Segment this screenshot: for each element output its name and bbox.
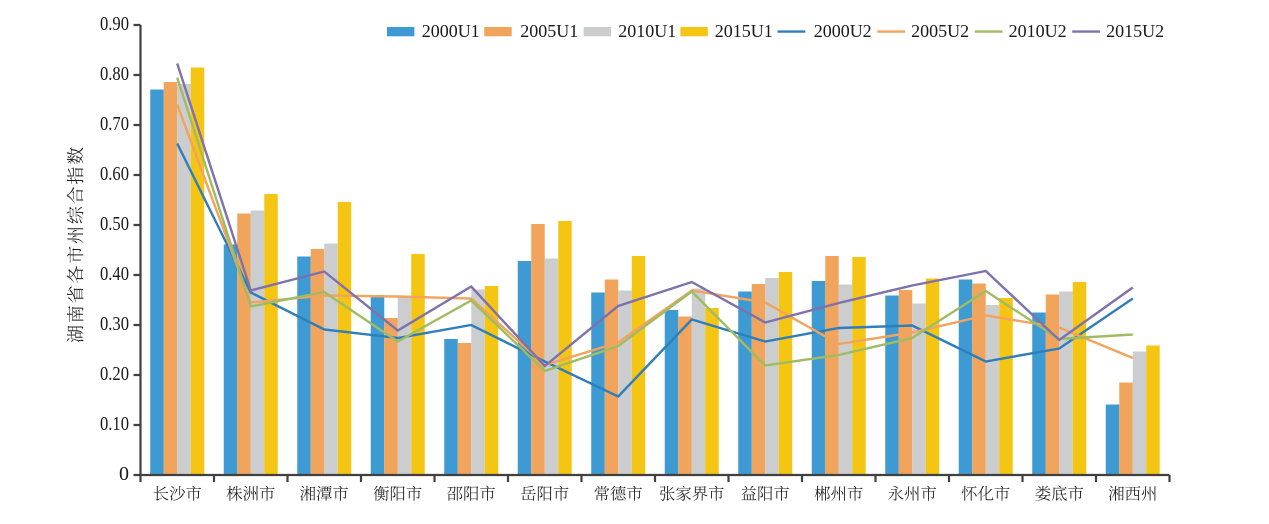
svg-text:0.40: 0.40 [100, 263, 129, 285]
svg-text:0.70: 0.70 [100, 113, 129, 135]
svg-text:0.10: 0.10 [100, 413, 129, 435]
svg-text:2000U2: 2000U2 [814, 21, 872, 41]
svg-text:2015U1: 2015U1 [715, 21, 773, 41]
svg-text:2005U1: 2005U1 [520, 21, 578, 41]
svg-text:0.90: 0.90 [100, 13, 129, 35]
svg-text:2000U1: 2000U1 [422, 21, 480, 41]
svg-text:2005U2: 2005U2 [911, 21, 969, 41]
svg-text:0.30: 0.30 [100, 313, 129, 335]
svg-text:0.80: 0.80 [100, 63, 129, 85]
svg-text:0.20: 0.20 [100, 363, 129, 385]
svg-text:2010U2: 2010U2 [1009, 21, 1067, 41]
svg-text:0.60: 0.60 [100, 163, 129, 185]
svg-text:2010U1: 2010U1 [618, 21, 676, 41]
svg-text:0: 0 [119, 463, 129, 485]
svg-text:0.50: 0.50 [100, 213, 129, 235]
svg-text:2015U2: 2015U2 [1106, 21, 1164, 41]
